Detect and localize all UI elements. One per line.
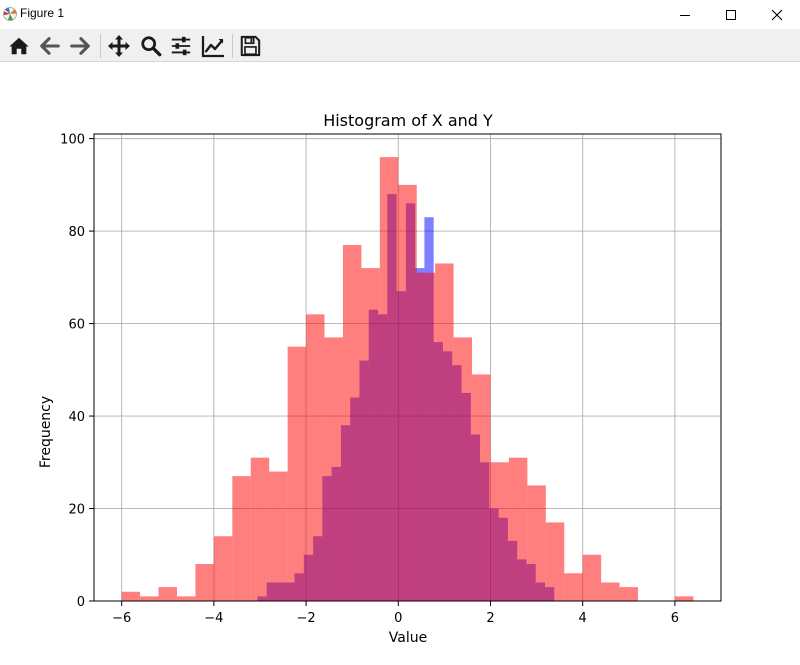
minimize-icon [680, 14, 690, 16]
y-axis-label: Frequency [38, 396, 54, 468]
histogram-bar [342, 244, 362, 602]
move-icon [108, 35, 130, 57]
histogram-bar [140, 596, 159, 601]
x-tick-label: 6 [671, 611, 679, 626]
histogram-figure: Histogram of X and Y −6 −4 −2 0 2 4 6 0 20 40 60 8… [38, 111, 722, 646]
matplotlib-icon [3, 7, 17, 21]
histogram-bar [324, 337, 343, 601]
histogram-bar [527, 485, 546, 601]
chart-line-icon [201, 36, 224, 58]
y-axis-ticks: 0 20 40 60 80 100 [60, 133, 94, 610]
histogram-bar [601, 582, 620, 601]
plot-frame [93, 133, 722, 602]
y-tick-label: 80 [68, 225, 85, 240]
arrow-right-icon [70, 37, 90, 55]
toolbar-separator [100, 34, 101, 58]
title-bar: Figure 1 [0, 0, 800, 29]
histogram-bar [213, 536, 233, 601]
histogram-bar [582, 554, 602, 601]
x-tick-label: −4 [204, 611, 223, 626]
histogram-bar [490, 462, 509, 601]
maximize-icon [726, 9, 736, 20]
sliders-icon [171, 36, 191, 56]
minimize-button[interactable] [662, 0, 708, 29]
close-icon [771, 9, 783, 20]
y-tick-label: 40 [68, 410, 85, 425]
maximize-button[interactable] [708, 0, 754, 29]
histogram-bars [121, 157, 694, 602]
y-tick-label: 60 [68, 318, 85, 333]
histogram-bar [398, 184, 417, 601]
histogram-bar [250, 457, 270, 601]
histogram-bar [361, 268, 380, 601]
x-tick-label: −2 [296, 611, 315, 626]
x-axis-ticks: −6 −4 −2 0 2 4 6 [112, 601, 679, 626]
window-title: Figure 1 [20, 6, 65, 20]
histogram-bar [453, 337, 473, 601]
arrow-left-icon [40, 37, 60, 55]
histogram-bar [306, 314, 325, 601]
edit-axis-button[interactable] [199, 33, 227, 59]
histogram-bar [379, 157, 399, 601]
histogram-bar [435, 263, 454, 601]
toolbar-separator [232, 34, 233, 58]
x-tick-label: 4 [579, 611, 587, 626]
home-icon [9, 37, 29, 55]
configure-subplots-button[interactable] [167, 33, 195, 59]
x-axis-label: Value [389, 630, 427, 646]
histogram-bar [564, 573, 583, 601]
red-histogram-series [121, 157, 694, 602]
histogram-bar [545, 522, 565, 601]
y-tick-label: 20 [68, 503, 85, 518]
histogram-bar [121, 591, 141, 601]
chart-title: Histogram of X and Y [323, 111, 493, 130]
forward-button[interactable] [66, 33, 94, 59]
magnifier-icon [141, 36, 162, 57]
save-button[interactable] [236, 33, 264, 59]
histogram-bar [269, 471, 288, 601]
navigation-toolbar [0, 29, 800, 62]
histogram-bar [508, 457, 528, 601]
floppy-disk-icon [240, 35, 261, 57]
histogram-bar [195, 564, 214, 601]
histogram-bar [472, 374, 491, 601]
histogram-bar [176, 596, 196, 601]
histogram-bar [232, 476, 251, 601]
x-tick-label: −6 [112, 611, 131, 626]
y-tick-label: 0 [77, 595, 85, 610]
x-tick-label: 2 [486, 611, 494, 626]
histogram-bar [158, 587, 177, 601]
histogram-bar [287, 346, 307, 601]
home-button[interactable] [5, 33, 33, 59]
histogram-bar [416, 272, 436, 601]
back-button[interactable] [36, 33, 64, 59]
histogram-bar [674, 596, 694, 601]
zoom-button[interactable] [137, 33, 165, 59]
x-tick-label: 0 [394, 611, 402, 626]
histogram-bar [619, 587, 639, 601]
close-button[interactable] [754, 0, 800, 29]
y-tick-label: 100 [60, 133, 85, 148]
pan-button[interactable] [105, 33, 133, 59]
